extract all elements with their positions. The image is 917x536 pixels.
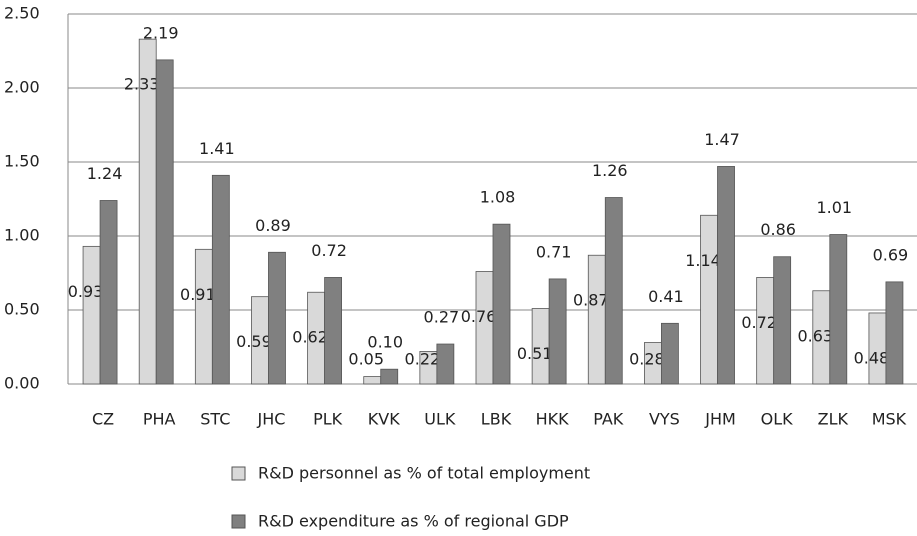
x-tick-label: HKK [536, 410, 570, 429]
x-tick-label: ULK [424, 410, 456, 429]
x-tick-label: KVK [368, 410, 400, 429]
value-label: 1.14 [685, 251, 721, 270]
y-tick-label: 0.50 [4, 300, 40, 319]
legend-swatch [231, 514, 246, 529]
value-label: 0.63 [797, 326, 833, 345]
bar [99, 200, 118, 385]
bar [661, 322, 679, 385]
x-tick-label: CZ [92, 410, 114, 429]
value-label: 0.76 [461, 307, 497, 326]
x-tick-label: MSK [872, 410, 907, 429]
value-label: 0.48 [854, 348, 890, 367]
value-label: 0.51 [517, 344, 553, 363]
value-label: 0.72 [741, 313, 777, 332]
bar [717, 166, 735, 385]
value-label: 0.59 [236, 332, 272, 351]
x-tick-label: VYS [649, 410, 680, 429]
value-label: 0.69 [873, 245, 909, 264]
value-label: 2.33 [124, 75, 160, 94]
value-label: 0.71 [536, 242, 572, 261]
bar [492, 223, 511, 385]
bar [268, 251, 286, 385]
bar [363, 376, 382, 385]
value-label: 0.62 [292, 328, 328, 347]
value-label: 0.72 [311, 241, 347, 260]
x-tick-label: STC [200, 410, 230, 429]
value-label: 0.28 [629, 350, 665, 369]
bar [604, 197, 623, 385]
value-label: 1.41 [199, 139, 235, 158]
value-label: 1.47 [704, 130, 740, 149]
bar [773, 256, 792, 385]
bar [194, 248, 213, 385]
bar [380, 368, 399, 385]
bar [885, 281, 904, 385]
value-label: 1.26 [592, 161, 628, 180]
x-tick-label: PHA [143, 410, 176, 429]
bar [829, 234, 848, 385]
x-tick-label: ZLK [818, 410, 849, 429]
x-tick-label: JHM [704, 410, 736, 429]
legend-label: R&D personnel as % of total employment [258, 464, 590, 483]
y-tick-label: 1.50 [4, 152, 40, 171]
bar [211, 174, 230, 385]
bar [587, 254, 606, 385]
x-tick-label: LBK [481, 410, 512, 429]
bar [436, 343, 455, 385]
y-tick-label: 1.00 [4, 226, 40, 245]
bar [82, 245, 101, 385]
bar [548, 278, 567, 385]
value-label: 1.08 [480, 188, 516, 207]
value-label: 1.24 [87, 164, 123, 183]
legend-swatch [231, 466, 246, 481]
value-label: 0.05 [348, 350, 384, 369]
value-label: 0.87 [573, 291, 609, 310]
value-label: 2.19 [143, 23, 179, 42]
bar [324, 277, 343, 385]
x-tick-label: PAK [593, 410, 624, 429]
value-label: 0.22 [405, 350, 441, 369]
x-tick-label: PLK [313, 410, 343, 429]
x-tick-label: OLK [761, 410, 794, 429]
bar [475, 271, 494, 385]
value-label: 1.01 [816, 198, 852, 217]
bar [155, 59, 174, 385]
value-label: 0.91 [180, 285, 216, 304]
legend-label: R&D expenditure as % of regional GDP [258, 512, 569, 531]
y-tick-label: 2.00 [4, 78, 40, 97]
value-label: 0.27 [424, 308, 460, 327]
x-tick-label: JHC [257, 410, 286, 429]
value-label: 0.86 [760, 220, 796, 239]
value-label: 0.89 [255, 216, 291, 235]
y-tick-label: 0.00 [4, 374, 40, 393]
value-label: 0.41 [648, 287, 684, 306]
bar [700, 214, 718, 385]
value-label: 0.93 [68, 282, 104, 301]
value-label: 0.10 [367, 333, 403, 352]
y-tick-label: 2.50 [4, 4, 40, 23]
